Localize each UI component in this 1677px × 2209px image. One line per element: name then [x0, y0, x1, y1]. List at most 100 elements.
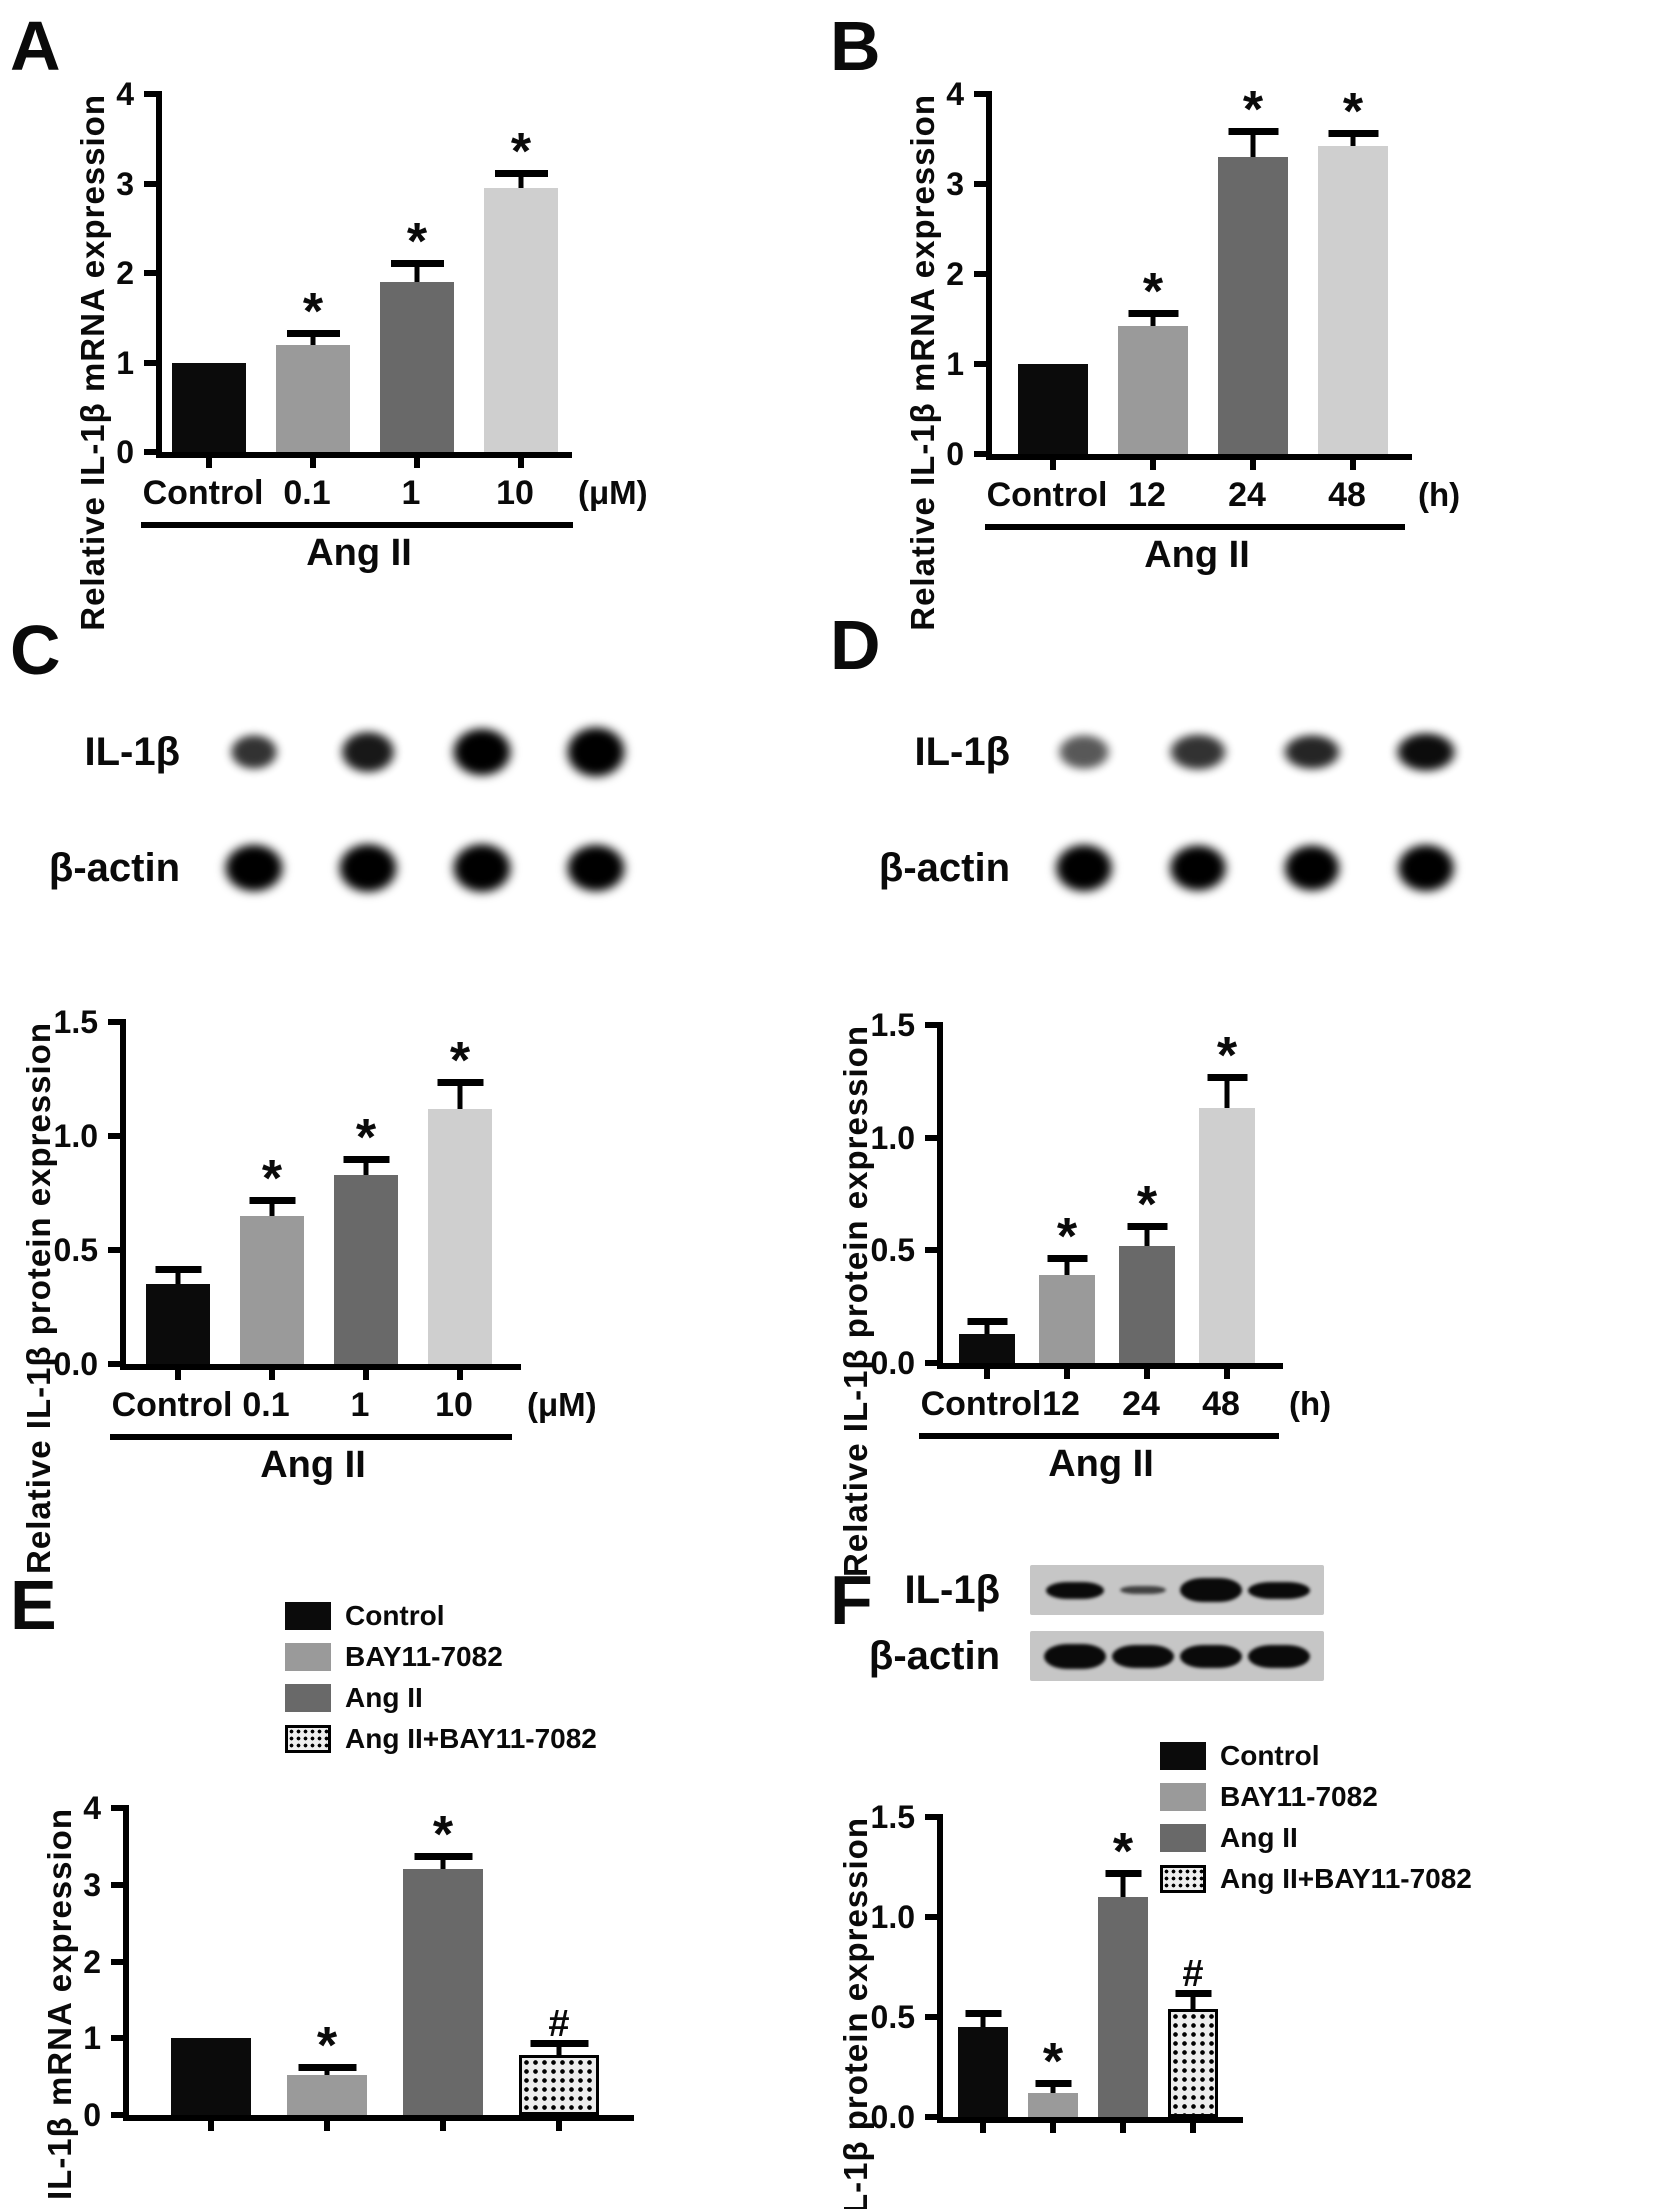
legend-label: Ang II+BAY11-7082: [345, 1723, 597, 1754]
y-tick-label: 0.0: [53, 1346, 98, 1382]
legend-swatch-black: [1160, 1742, 1206, 1770]
panel-a-chart: Relative IL-1β mRNA expression 0 1 2 3 4 * * * Co…: [70, 76, 676, 631]
x-tick: [556, 2115, 562, 2131]
blot-lane: [1040, 702, 1128, 802]
error-bar: [1228, 127, 1278, 157]
x-category-label: Control: [111, 1386, 233, 1424]
x-tick: [1250, 454, 1256, 470]
blot-lane: [1044, 1573, 1106, 1607]
panel-b-letter: B: [830, 7, 882, 85]
x-axis-labels: Control 12 24 48 (h) Ang II: [985, 460, 1516, 585]
legend-label: Control: [1220, 1740, 1320, 1771]
protein-band: [438, 831, 526, 905]
y-tick-mark: [925, 1134, 943, 1141]
blot-lane: [1112, 1639, 1174, 1673]
bar-control: [958, 2027, 1008, 2117]
panel-f-chart: Relative IL-1β protein expression 0.0 0.5 1…: [833, 1799, 1347, 2209]
x-tick: [1350, 454, 1356, 470]
blot-lane: [1112, 1573, 1174, 1607]
y-tick-label: 1.5: [870, 1007, 915, 1043]
y-tick-label: 1.0: [870, 1119, 915, 1156]
bar-control: [959, 1333, 1015, 1363]
plot-column: 0 1 2 3 4 * * * Control 12 24 48 (h) Ang II: [946, 76, 1516, 631]
legend-label: BAY11-7082: [345, 1641, 503, 1672]
error-bar: [286, 330, 340, 345]
significance-marker: *: [355, 1109, 377, 1168]
significance-marker: *: [1136, 1176, 1158, 1235]
panel-d: D IL-1β β-actin Relative IL-1β protein ex…: [830, 590, 1670, 1577]
y-tick-label: 1: [116, 344, 134, 381]
error-bar: [298, 2064, 356, 2076]
error-bar-cap: [155, 1265, 201, 1273]
y-tick-mark: [925, 2114, 943, 2120]
significance-marker: *: [1056, 1207, 1078, 1266]
x-category-label: 0.1: [283, 474, 331, 512]
error-bar-cap: [494, 170, 548, 178]
x-tick: [175, 1364, 181, 1380]
x-tick: [363, 1364, 369, 1380]
x-category-label: 12: [1128, 476, 1166, 514]
error-bar-cap: [1228, 127, 1278, 135]
bar-control: [171, 2038, 251, 2115]
blot-lane: [1180, 1639, 1242, 1673]
bar-bay11-7082: [287, 2075, 367, 2115]
x-category-label: 24: [1122, 1385, 1160, 1423]
group-label: Ang II: [306, 532, 412, 574]
plot-area: 0 1 2 3 4 * * #: [83, 1790, 634, 2133]
error-bar: [1175, 1990, 1211, 2009]
x-tick: [208, 2115, 214, 2131]
x-axis-labels: Control 0.1 1 10 (μM) Ang II: [110, 1370, 625, 1495]
significance-marker: *: [432, 1806, 454, 1865]
x-category-label: 12: [1042, 1385, 1080, 1423]
plot-column: 0.0 0.5 1.0 1.5 * * #: [871, 1799, 1347, 2209]
y-tick-mark: [925, 2014, 943, 2020]
significance-marker: *: [510, 123, 532, 182]
group-label: Ang II: [1144, 534, 1250, 576]
protein-band: [1155, 833, 1241, 903]
blot-lane: [1154, 818, 1242, 918]
x-category-label: Control: [142, 474, 264, 512]
group-underline: [985, 524, 1405, 530]
x-tick: [1050, 2117, 1056, 2133]
x-tick: [984, 1363, 990, 1379]
panel-c-blot: IL-1β β-actin: [40, 702, 640, 934]
blot-lane: [438, 818, 526, 918]
protein-band: [219, 726, 289, 778]
blot-lane: [438, 702, 526, 802]
y-axis-label: Relative IL-1β mRNA expression: [41, 1808, 78, 2209]
y-tick-mark: [144, 359, 162, 366]
protein-band: [1156, 725, 1240, 779]
blot-lanes: [1030, 1631, 1324, 1681]
protein-band: [1180, 1644, 1242, 1668]
x-tick: [440, 2115, 446, 2131]
y-tick-label: 1.5: [53, 1004, 98, 1040]
error-bar-cap: [298, 2064, 356, 2072]
y-tick-mark: [974, 271, 992, 277]
x-tick: [1064, 1363, 1070, 1379]
blot-lane: [1180, 1573, 1242, 1607]
y-axis-label: Relative IL-1β mRNA expression: [74, 94, 111, 631]
blot-row: IL-1β: [860, 1565, 1324, 1615]
x-category-label: 1: [401, 474, 421, 512]
panel-f-blot: IL-1β β-actin: [860, 1565, 1324, 1697]
legend-swatch-dotted: [1160, 1865, 1206, 1893]
legend-item: Control: [1160, 1740, 1472, 1772]
error-bar-cap: [1047, 1254, 1087, 1262]
blot-lane: [1268, 702, 1356, 802]
blot-lane: [1268, 818, 1356, 918]
blot-row: β-actin: [870, 818, 1470, 918]
legend-swatch-gray: [285, 1643, 331, 1671]
legend-item: Ang II+BAY11-7082: [1160, 1863, 1472, 1895]
legend-label: BAY11-7082: [1220, 1781, 1378, 1812]
panel-e-legend: Control BAY11-7082 Ang II Ang II+BAY11-7082: [285, 1600, 597, 1764]
panel-e: E Control BAY11-7082 Ang II Ang II+BAY11-70…: [10, 1550, 770, 2209]
x-tick: [324, 2115, 330, 2131]
error-bar: [1047, 1254, 1087, 1276]
y-tick-mark: [925, 1022, 943, 1028]
error-bar-cap: [1105, 1870, 1141, 1877]
x-axis-labels: [937, 2123, 1347, 2153]
panel-f: F IL-1β β-actin Control BAY11-7082 Ang II An…: [830, 1550, 1677, 2209]
bar-48: [1318, 146, 1388, 454]
plot-area: 0.0 0.5 1.0 1.5 * * *: [871, 1007, 1283, 1381]
blot-row: β-actin: [860, 1631, 1324, 1681]
